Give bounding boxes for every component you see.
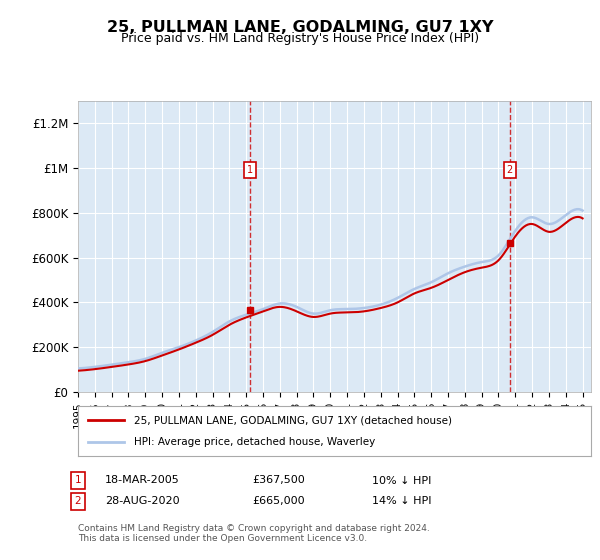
Text: 14% ↓ HPI: 14% ↓ HPI: [372, 496, 431, 506]
Text: Contains HM Land Registry data © Crown copyright and database right 2024.
This d: Contains HM Land Registry data © Crown c…: [78, 524, 430, 543]
Text: 2: 2: [74, 496, 82, 506]
Text: 25, PULLMAN LANE, GODALMING, GU7 1XY (detached house): 25, PULLMAN LANE, GODALMING, GU7 1XY (de…: [134, 415, 452, 425]
Text: £665,000: £665,000: [252, 496, 305, 506]
Text: 18-MAR-2005: 18-MAR-2005: [105, 475, 180, 486]
Text: HPI: Average price, detached house, Waverley: HPI: Average price, detached house, Wave…: [134, 437, 376, 447]
Text: 28-AUG-2020: 28-AUG-2020: [105, 496, 179, 506]
Text: 1: 1: [74, 475, 82, 486]
Text: 2: 2: [506, 165, 513, 175]
Text: 1: 1: [247, 165, 253, 175]
Text: 10% ↓ HPI: 10% ↓ HPI: [372, 475, 431, 486]
Text: 25, PULLMAN LANE, GODALMING, GU7 1XY: 25, PULLMAN LANE, GODALMING, GU7 1XY: [107, 20, 493, 35]
Text: £367,500: £367,500: [252, 475, 305, 486]
Text: Price paid vs. HM Land Registry's House Price Index (HPI): Price paid vs. HM Land Registry's House …: [121, 32, 479, 45]
